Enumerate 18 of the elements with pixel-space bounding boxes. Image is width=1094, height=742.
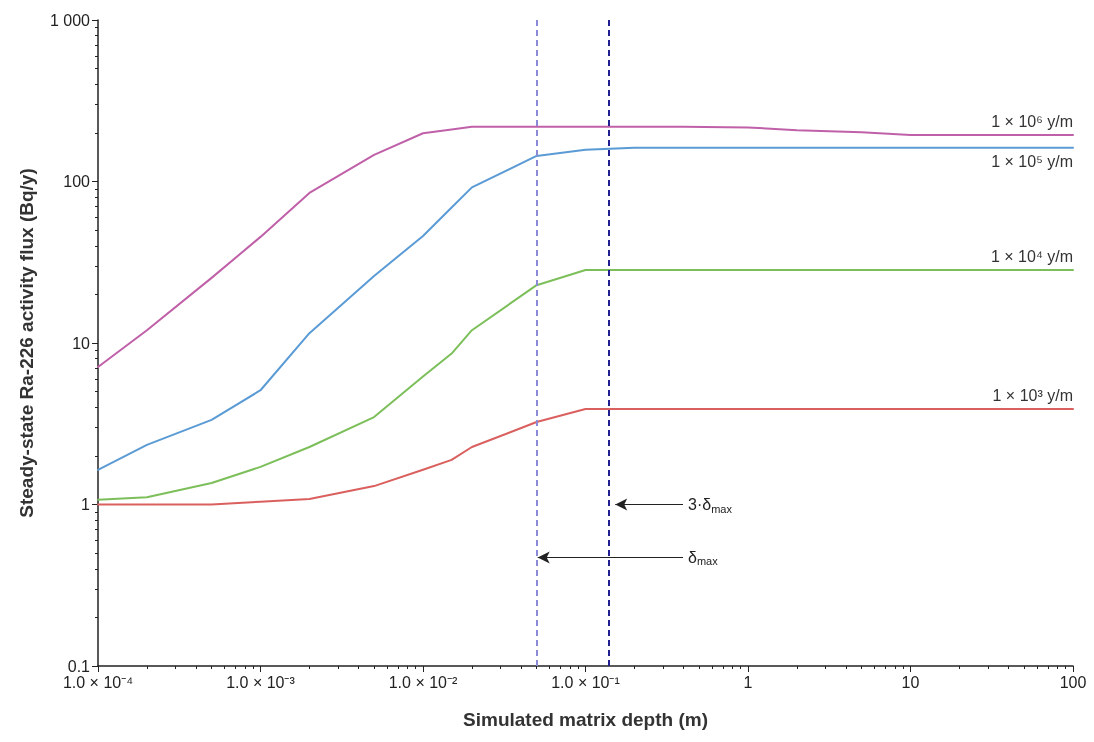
x-tick-label: 1.0 × 10⁻³ bbox=[226, 673, 296, 691]
x-tick-label: 10 bbox=[901, 673, 920, 691]
x-tick-label: 1.0 × 10⁻¹ bbox=[551, 673, 620, 691]
x-tick-label: 1.0 × 10⁻⁴ bbox=[62, 673, 134, 691]
y-tick-label: 1 bbox=[81, 496, 91, 513]
x-tick-label: 1.0 × 10⁻² bbox=[388, 673, 458, 691]
y-axis-title: Steady-state Ra-226 activity flux (Bq/y) bbox=[16, 168, 37, 518]
series-label: 1 × 10⁶ y/m bbox=[991, 112, 1073, 130]
x-axis-title: Simulated matrix depth (m) bbox=[463, 709, 708, 730]
y-tick-label: 0.1 bbox=[67, 657, 91, 675]
series-label: 1 × 10⁴ y/m bbox=[990, 247, 1073, 265]
y-tick-label: 100 bbox=[63, 173, 91, 190]
x-tick-label: 1 bbox=[743, 673, 753, 691]
y-tick-label: 10 bbox=[72, 334, 91, 352]
series-label: 1 × 10³ y/m bbox=[992, 386, 1073, 404]
y-tick-label: 1 000 bbox=[49, 11, 91, 29]
series-label: 1 × 10⁵ y/m bbox=[991, 153, 1073, 171]
x-tick-label: 100 bbox=[1059, 673, 1087, 691]
